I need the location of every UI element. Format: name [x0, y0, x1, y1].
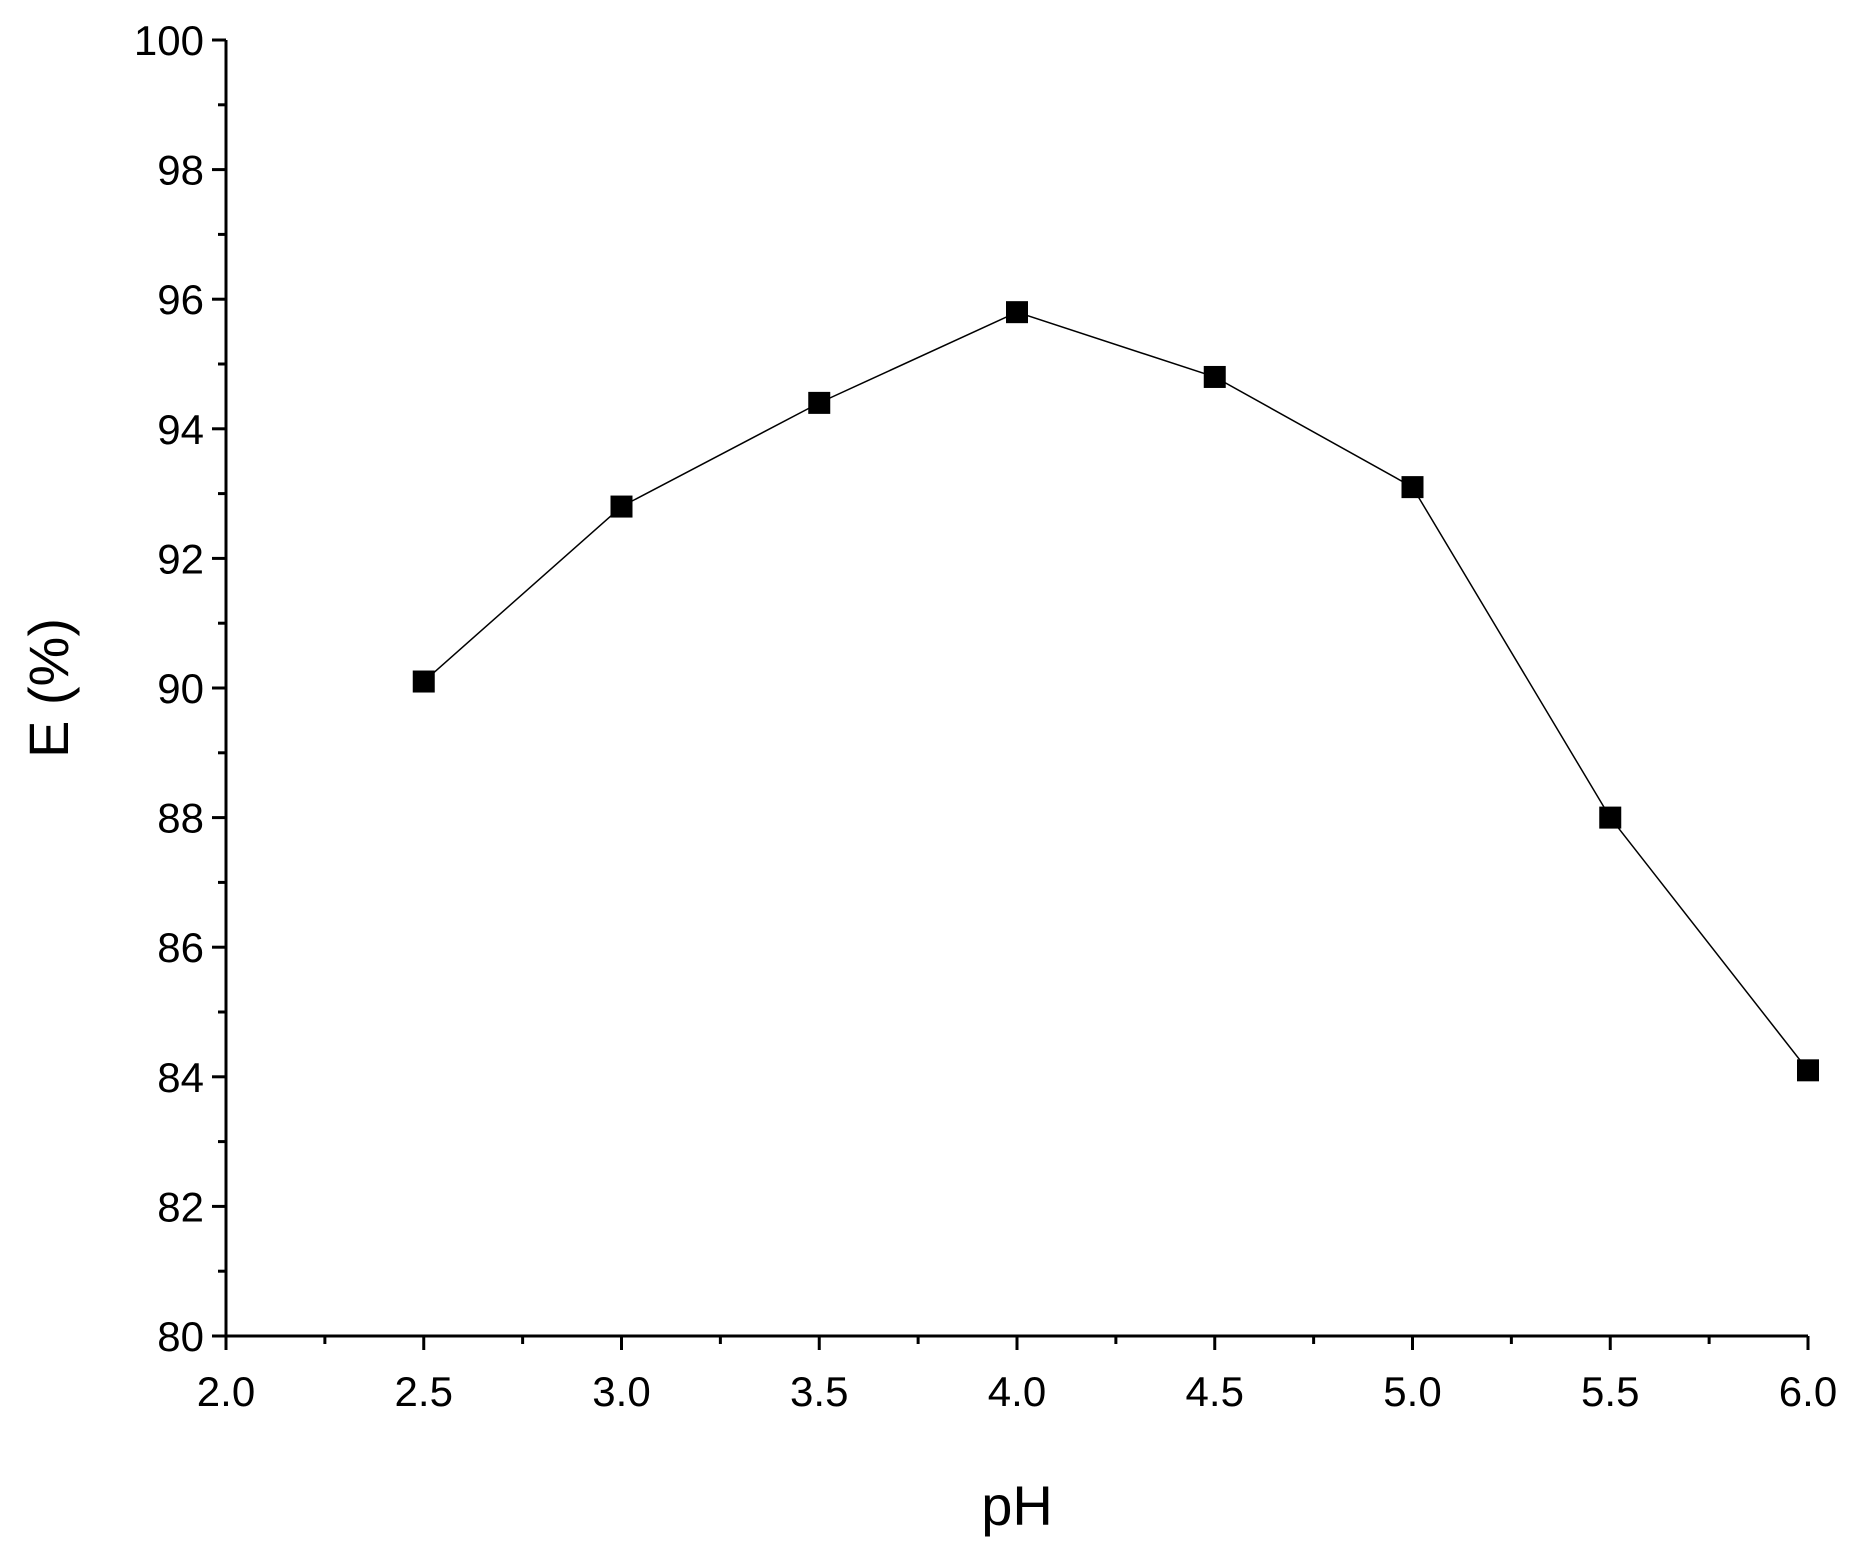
data-point-marker — [1599, 806, 1622, 829]
y-tick-label: 82 — [157, 1183, 204, 1230]
y-tick-label: 100 — [134, 17, 204, 64]
series-line — [423, 311, 1809, 1071]
x-tick-label: 2.5 — [395, 1368, 453, 1415]
x-tick-label: 5.0 — [1383, 1368, 1441, 1415]
y-tick-label: 98 — [157, 147, 204, 194]
y-tick-label: 80 — [157, 1313, 204, 1360]
y-axis-title: E (%) — [17, 618, 80, 758]
y-tick-label: 90 — [157, 665, 204, 712]
data-point-marker — [808, 391, 831, 414]
x-tick-label: 5.5 — [1581, 1368, 1639, 1415]
y-tick-label: 94 — [157, 406, 204, 453]
x-axis-title: pH — [981, 1474, 1053, 1537]
data-point-marker — [1401, 476, 1424, 499]
x-tick-label: 3.0 — [592, 1368, 650, 1415]
data-point-marker — [1797, 1059, 1819, 1082]
x-tick-label: 4.0 — [988, 1368, 1046, 1415]
y-tick-label: 84 — [157, 1054, 204, 1101]
plot-area: 80 82 84 86 88 90 92 94 96 98 100 2.0 2.5 3.0 3.5 4.0 4… — [134, 17, 1837, 1415]
x-tick-label: 3.5 — [790, 1368, 848, 1415]
y-tick-label: 92 — [157, 535, 204, 582]
x-tick-label: 6.0 — [1779, 1368, 1837, 1415]
data-point-marker — [412, 670, 435, 693]
x-tick-label: 4.5 — [1186, 1368, 1244, 1415]
data-point-marker — [1203, 365, 1226, 388]
x-ticks: 2.0 2.5 3.0 3.5 4.0 4.5 5.0 5.5 6.0 — [197, 1336, 1837, 1415]
x-tick-label: 2.0 — [197, 1368, 255, 1415]
y-tick-label: 86 — [157, 924, 204, 971]
y-tick-label: 88 — [157, 795, 204, 842]
data-point-marker — [1006, 301, 1028, 324]
data-point-marker — [610, 495, 633, 518]
y-tick-label: 96 — [157, 276, 204, 323]
y-ticks: 80 82 84 86 88 90 92 94 96 98 100 — [134, 17, 226, 1360]
series — [412, 301, 1819, 1082]
